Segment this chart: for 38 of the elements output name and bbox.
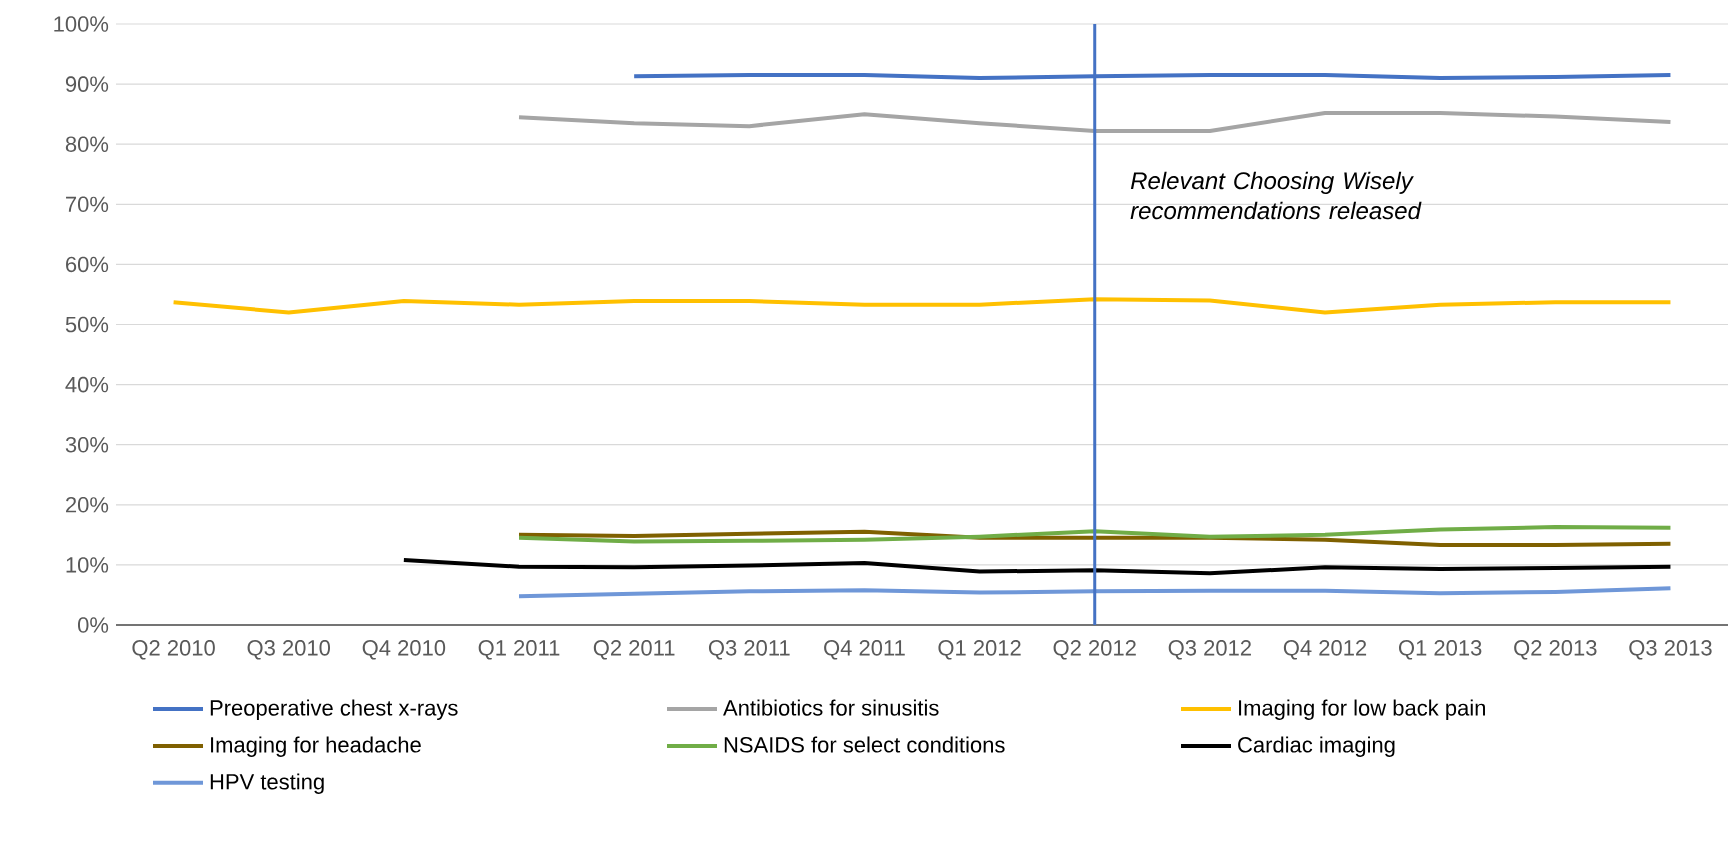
x-tick-label: Q2 2010 bbox=[132, 640, 215, 660]
y-tick-label: 60% bbox=[66, 256, 109, 273]
line-series bbox=[171, 297, 1673, 315]
y-tick-label: 10% bbox=[66, 557, 109, 573]
y-tick-label: 0% bbox=[77, 617, 109, 633]
x-tick-label: Q3 2012 bbox=[1168, 640, 1251, 660]
line-series bbox=[401, 558, 1673, 576]
y-tick-label: 90% bbox=[65, 76, 109, 92]
y-tick-label: 70% bbox=[66, 196, 109, 213]
y-tick-label: 80% bbox=[65, 136, 109, 152]
x-tick-label: Q3 2011 bbox=[708, 640, 790, 660]
line-series bbox=[517, 586, 1673, 599]
x-tick-label: Q4 2011 bbox=[824, 640, 905, 660]
legend-label: NSAIDS for select conditions bbox=[724, 736, 1005, 753]
x-tick-label: Q2 2011 bbox=[593, 640, 675, 660]
x-tick-label: Q2 2013 bbox=[1514, 640, 1597, 660]
x-tick-label: Q3 2013 bbox=[1629, 640, 1712, 660]
legend-label: Cardiac imaging bbox=[1238, 736, 1395, 757]
x-tick-label: Q1 2012 bbox=[938, 640, 1021, 660]
ref-line-label: Relevant Choosing Wisely recommendations released bbox=[1130, 171, 1422, 220]
legend-label: Preoperative chest x-rays bbox=[210, 699, 458, 720]
x-tick-label: Q1 2011 bbox=[478, 640, 560, 660]
x-tick-label: Q1 2013 bbox=[1398, 640, 1482, 660]
line-series bbox=[517, 110, 1673, 133]
legend-label: Antibiotics for sinusitis bbox=[723, 699, 939, 716]
y-tick-label: 100% bbox=[54, 16, 109, 32]
x-tick-label: Q2 2012 bbox=[1053, 640, 1136, 660]
legend-label: Imaging for headache bbox=[211, 736, 421, 757]
y-tick-label: 40% bbox=[65, 376, 109, 393]
x-tick-label: Q4 2010 bbox=[362, 640, 446, 660]
legend-label: Imaging for low back pain bbox=[1239, 699, 1485, 720]
x-tick-label: Q4 2012 bbox=[1283, 640, 1367, 660]
legend-label: HPV testing bbox=[210, 773, 324, 794]
y-tick-label: 50% bbox=[65, 316, 109, 333]
y-tick-label: 30% bbox=[65, 436, 109, 453]
y-tick-label: 20% bbox=[66, 497, 109, 513]
line-series bbox=[517, 525, 1673, 544]
x-tick-label: Q3 2010 bbox=[247, 640, 331, 660]
